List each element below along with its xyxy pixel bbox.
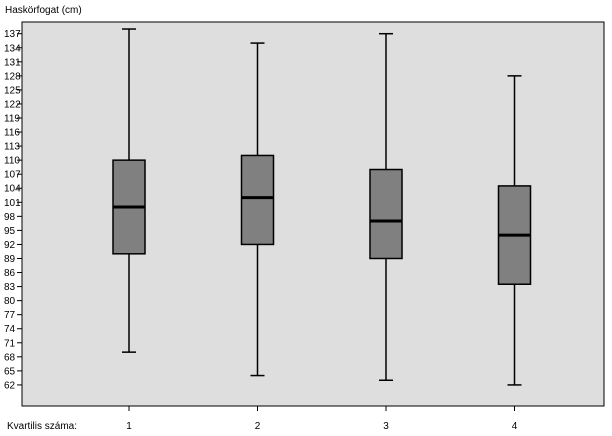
y-tick-label: 122 [4, 99, 21, 110]
y-tick-label: 101 [4, 198, 21, 209]
iqr-box [369, 168, 403, 260]
y-tick-label: 95 [4, 226, 16, 237]
y-tick-label: 128 [4, 71, 21, 82]
x-tick-label: 1 [126, 421, 132, 432]
x-tick-label: 4 [512, 421, 518, 432]
y-tick-label: 107 [4, 170, 21, 181]
y-tick-label: 110 [4, 156, 20, 167]
x-axis-title: Kvartilis száma: [7, 421, 77, 432]
y-tick-label: 119 [4, 114, 20, 125]
y-tick-label: 86 [4, 268, 16, 279]
y-tick-label: 134 [4, 43, 21, 54]
box-1 [112, 28, 146, 353]
y-tick-label: 83 [4, 282, 16, 293]
box-series [112, 28, 532, 386]
box-4 [497, 75, 532, 386]
y-tick-label: 89 [4, 254, 16, 265]
y-tick-label: 116 [4, 128, 20, 139]
y-tick-label: 131 [4, 57, 21, 68]
y-tick-label: 125 [4, 85, 21, 96]
x-tick-label: 3 [383, 421, 389, 432]
y-tick-label: 137 [4, 29, 21, 40]
y-tick-label: 80 [4, 296, 16, 307]
y-tick-label: 92 [4, 240, 16, 251]
box-2 [240, 42, 275, 377]
x-axis: 1 2 3 4 [126, 406, 518, 432]
y-tick-label: 65 [4, 366, 16, 377]
y-tick-label: 98 [4, 212, 16, 223]
y-tick-label: 113 [4, 142, 20, 153]
x-tick-label: 2 [255, 421, 261, 432]
y-tick-label: 104 [4, 184, 21, 195]
y-axis: 62 65 68 71 74 77 80 83 86 89 92 95 98 101 104 107 110 11… [4, 29, 22, 391]
iqr-box [240, 154, 275, 246]
y-tick-label: 74 [4, 324, 16, 335]
y-tick-label: 68 [4, 352, 16, 363]
box-3 [369, 32, 403, 381]
y-tick-label: 62 [4, 380, 16, 391]
y-axis-title: Haskörfogat (cm) [5, 5, 82, 16]
y-tick-label: 77 [4, 310, 16, 321]
y-tick-label: 71 [4, 338, 16, 349]
